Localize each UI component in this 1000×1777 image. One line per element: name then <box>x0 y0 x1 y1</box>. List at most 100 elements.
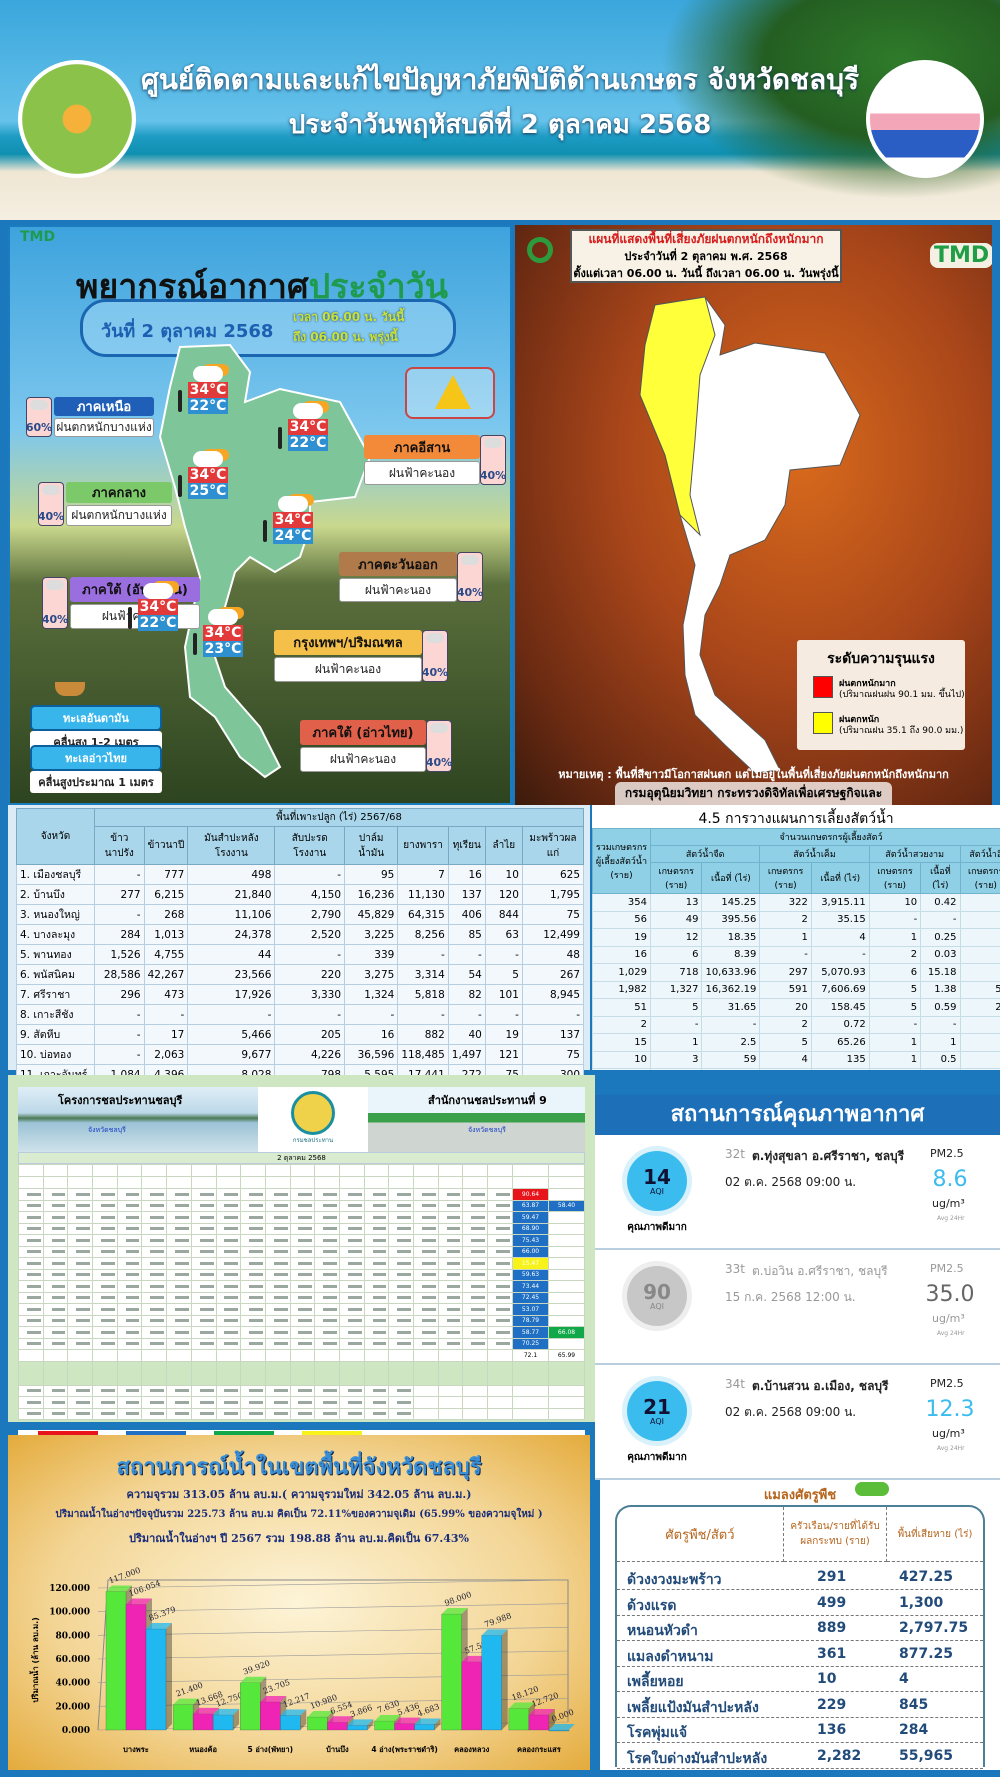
cell <box>190 1349 217 1362</box>
cell <box>437 1396 464 1409</box>
illegible-text <box>249 1204 263 1208</box>
table-cell: 4,755 <box>143 944 189 965</box>
cell <box>487 1291 513 1304</box>
cell <box>42 1222 69 1235</box>
min-temp: 25°C <box>188 483 228 499</box>
illegible-text <box>76 1273 91 1277</box>
table-cell: - <box>484 944 523 965</box>
illegible-text <box>323 1319 337 1323</box>
header-cell <box>190 1176 217 1189</box>
cell <box>462 1407 489 1420</box>
total-row: 72.1 65.99 <box>18 1349 585 1362</box>
table-cell: 69 <box>592 1068 651 1070</box>
illegible-text <box>347 1389 362 1393</box>
table-cell: 1,982 <box>592 980 651 999</box>
table-cell: 48 <box>521 944 585 965</box>
cell <box>314 1222 340 1235</box>
illegible-text <box>347 1284 362 1288</box>
bar-top <box>213 1708 240 1715</box>
data-label: 12.217 <box>282 1691 311 1709</box>
tmd-logo: TMD <box>930 243 992 268</box>
cell <box>289 1257 316 1270</box>
cell <box>413 1199 439 1212</box>
illegible-text <box>372 1296 387 1300</box>
cell <box>190 1211 217 1224</box>
illegible-text <box>372 1192 387 1196</box>
station-time: 02 ต.ค. 2568 09:00 น. <box>725 1405 857 1419</box>
illegible-text <box>397 1342 411 1346</box>
header-cell <box>141 1164 168 1177</box>
cell <box>363 1234 390 1247</box>
cell <box>18 1384 44 1397</box>
table-cell: 49 <box>649 910 703 929</box>
station-time: 15 ก.ค. 2568 12:00 น. <box>725 1290 856 1304</box>
cell <box>42 1291 69 1304</box>
illegible-text <box>150 1227 165 1231</box>
illegible-text <box>347 1273 362 1277</box>
illegible-text <box>347 1261 362 1265</box>
cell <box>413 1360 439 1386</box>
air-quality-panel: สถานการณ์คุณภาพอากาศ 14 AQI คุณภาพดีมาก 32t… <box>595 1095 1000 1480</box>
table-cell: 9 <box>959 893 1000 912</box>
cell <box>487 1234 513 1247</box>
ministry-logo <box>18 60 136 178</box>
illegible-text <box>397 1273 411 1277</box>
illegible-text <box>446 1238 461 1242</box>
illegible-text <box>224 1307 239 1311</box>
cell <box>487 1280 513 1293</box>
col-district: จังหวัด <box>16 808 95 865</box>
pm-label: PM2.5 <box>930 1377 964 1390</box>
cell <box>240 1360 266 1386</box>
illegible-text <box>199 1261 214 1265</box>
bar-top <box>374 1714 401 1721</box>
cell <box>18 1222 44 1235</box>
table-cell: 121 <box>484 1044 523 1065</box>
cell <box>264 1211 291 1224</box>
cell <box>462 1199 489 1212</box>
water-title: สถานการณ์น้ำในเขตพื้นที่จังหวัดชลบุรี <box>116 1455 482 1480</box>
cell <box>67 1268 94 1281</box>
illegible-text <box>26 1273 41 1277</box>
illegible-text <box>100 1238 115 1242</box>
col-group: จำนวนเกษตรกรผู้เลี้ยงสัตว์ <box>650 828 1000 846</box>
cell <box>338 1384 365 1397</box>
header-cell <box>166 1164 192 1177</box>
cell <box>67 1188 94 1201</box>
cell <box>166 1291 192 1304</box>
illegible-text <box>199 1412 214 1416</box>
table-cell: 10 <box>868 893 922 912</box>
table-cell: 882 <box>397 1024 449 1045</box>
illegible-text <box>471 1284 486 1288</box>
bar <box>461 1661 482 1731</box>
cell <box>413 1245 439 1258</box>
cell <box>314 1396 340 1409</box>
illegible-text <box>125 1284 140 1288</box>
cell <box>166 1384 192 1397</box>
illegible-text <box>298 1319 313 1323</box>
cell <box>116 1188 143 1201</box>
cell <box>413 1280 439 1293</box>
boat-icon <box>55 682 85 696</box>
total-pct-current: 72.1 <box>512 1349 549 1362</box>
illegible-text <box>199 1319 214 1323</box>
table-row: 5. พานทอง 1,526 4,755 44-339- - -48 <box>16 944 585 965</box>
table-cell: 24,378 <box>187 924 276 945</box>
cell <box>487 1245 513 1258</box>
illegible-text <box>372 1238 387 1242</box>
cell <box>190 1314 217 1327</box>
illegible-text <box>224 1204 239 1208</box>
illegible-text <box>51 1400 66 1404</box>
illegible-text <box>273 1261 288 1265</box>
illegible-text <box>125 1215 140 1219</box>
cell <box>413 1303 439 1316</box>
cell <box>190 1337 217 1350</box>
illegible-text <box>323 1389 337 1393</box>
illegible-text <box>298 1296 313 1300</box>
table-cell: 101 <box>484 984 523 1005</box>
cell <box>363 1326 390 1339</box>
illegible-text <box>199 1204 214 1208</box>
table-cell: 1,029 <box>592 963 651 982</box>
pest-area: 877.25 <box>899 1645 954 1662</box>
table-cell: 95 <box>344 864 399 885</box>
cell <box>289 1268 316 1281</box>
